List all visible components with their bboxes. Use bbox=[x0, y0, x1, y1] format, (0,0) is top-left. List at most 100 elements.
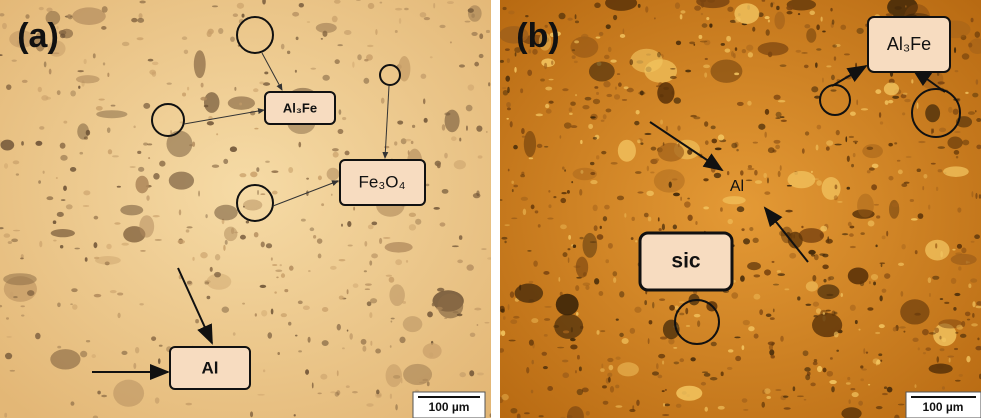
speck bbox=[6, 317, 9, 319]
speck bbox=[316, 23, 337, 33]
speck bbox=[457, 314, 463, 317]
speck bbox=[215, 254, 220, 260]
speck bbox=[780, 165, 782, 171]
speck bbox=[76, 75, 100, 83]
speck bbox=[753, 142, 758, 144]
speck bbox=[700, 41, 707, 43]
speck bbox=[771, 355, 775, 358]
speck bbox=[768, 341, 775, 345]
speck bbox=[399, 18, 401, 24]
speck bbox=[529, 339, 534, 345]
speck bbox=[384, 146, 389, 148]
speck bbox=[287, 51, 290, 54]
speck bbox=[804, 367, 810, 372]
speck bbox=[503, 90, 508, 96]
speck bbox=[97, 391, 101, 395]
speck bbox=[352, 391, 358, 393]
speck bbox=[594, 3, 600, 9]
speck bbox=[899, 326, 906, 328]
speck bbox=[827, 371, 833, 377]
speck bbox=[330, 266, 337, 270]
speck bbox=[505, 224, 510, 226]
speck bbox=[577, 355, 580, 360]
speck bbox=[609, 365, 614, 371]
speck bbox=[574, 40, 579, 43]
speck bbox=[961, 321, 965, 327]
speck bbox=[381, 98, 385, 104]
speck bbox=[346, 385, 350, 388]
speck bbox=[742, 345, 745, 350]
speck bbox=[737, 102, 744, 106]
speck bbox=[200, 97, 207, 101]
speck bbox=[155, 239, 162, 241]
speck bbox=[855, 142, 857, 144]
speck bbox=[146, 195, 149, 201]
speck bbox=[898, 170, 903, 175]
speck bbox=[731, 292, 738, 298]
speck bbox=[321, 203, 324, 206]
speck bbox=[484, 322, 489, 324]
speck bbox=[78, 86, 80, 89]
speck bbox=[225, 240, 228, 245]
speck bbox=[85, 257, 88, 261]
speck bbox=[53, 240, 56, 242]
speck bbox=[474, 62, 479, 67]
speck bbox=[152, 71, 157, 76]
speck bbox=[929, 332, 936, 335]
speck bbox=[479, 33, 483, 39]
speck bbox=[223, 245, 225, 251]
speck bbox=[601, 363, 603, 368]
speck bbox=[527, 70, 532, 76]
speck bbox=[170, 130, 172, 134]
speck bbox=[659, 298, 665, 301]
speck bbox=[662, 414, 669, 416]
speck bbox=[409, 213, 416, 217]
speck bbox=[954, 293, 960, 296]
speck bbox=[657, 82, 674, 104]
speck bbox=[817, 125, 822, 130]
speck bbox=[855, 63, 857, 69]
speck bbox=[239, 173, 246, 177]
speck bbox=[531, 205, 535, 210]
speck bbox=[845, 136, 847, 142]
speck bbox=[568, 257, 570, 263]
speck bbox=[773, 309, 775, 313]
speck bbox=[822, 78, 824, 83]
speck bbox=[607, 358, 613, 362]
speck bbox=[246, 220, 249, 223]
speck bbox=[533, 260, 537, 266]
speck bbox=[501, 309, 505, 313]
speck bbox=[513, 185, 518, 188]
speck bbox=[60, 245, 63, 248]
speck bbox=[835, 185, 838, 190]
speck bbox=[96, 110, 127, 118]
speck bbox=[321, 38, 323, 40]
speck bbox=[887, 387, 893, 393]
speck bbox=[942, 386, 945, 390]
speck bbox=[634, 307, 641, 313]
speck bbox=[705, 407, 708, 412]
speck bbox=[769, 224, 774, 226]
speck bbox=[192, 142, 195, 147]
speck bbox=[869, 167, 875, 170]
speck bbox=[66, 204, 73, 209]
speck bbox=[239, 103, 242, 106]
speck bbox=[615, 385, 619, 389]
speck bbox=[74, 248, 79, 250]
speck bbox=[764, 191, 770, 195]
speck bbox=[748, 165, 752, 168]
speck bbox=[264, 71, 268, 74]
speck bbox=[754, 170, 757, 176]
speck bbox=[406, 260, 408, 263]
speck bbox=[673, 347, 677, 349]
speck bbox=[583, 233, 598, 258]
speck bbox=[740, 170, 743, 175]
speck bbox=[84, 59, 87, 64]
speck bbox=[139, 1, 146, 4]
speck bbox=[558, 277, 560, 282]
speck bbox=[809, 11, 815, 15]
speck bbox=[669, 181, 672, 187]
speck bbox=[669, 305, 675, 311]
speck bbox=[95, 256, 121, 265]
speck bbox=[619, 333, 624, 337]
